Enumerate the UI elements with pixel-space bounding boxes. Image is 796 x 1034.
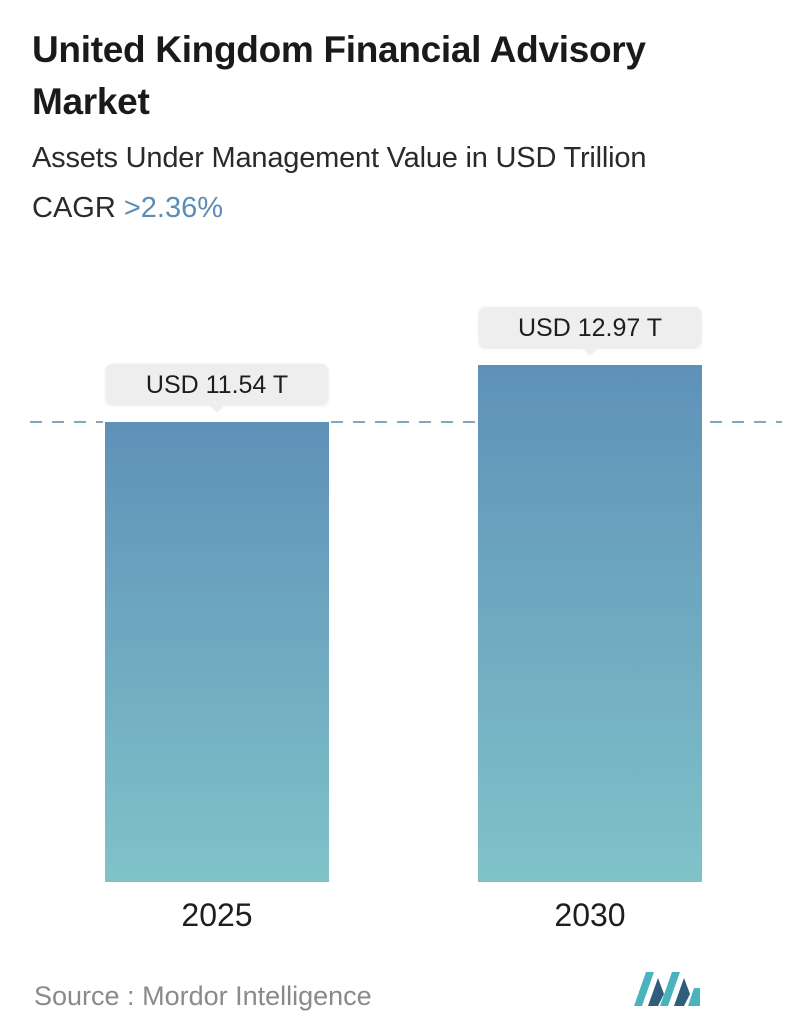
data-label-2030: USD 12.97 T xyxy=(479,306,701,356)
chart-title: United Kingdom Financial Advisory Market xyxy=(32,29,646,122)
chart-subtitle: Assets Under Management Value in USD Tri… xyxy=(32,142,647,174)
cagr-label: CAGR xyxy=(32,192,116,224)
source-name: Mordor Intelligence xyxy=(142,981,372,1011)
cagr-line: CAGR >2.36% xyxy=(32,188,223,228)
category-label-2025: 2025 xyxy=(181,897,252,933)
bar-2025 xyxy=(105,422,329,882)
cagr-value: >2.36% xyxy=(123,192,224,224)
mordor-intelligence-logo-icon xyxy=(634,972,700,1006)
source-label: Source : xyxy=(34,981,135,1011)
bar-chart: USD 11.54 T 2025 USD 12.97 T 2030 xyxy=(30,306,782,933)
svg-text:USD 12.97 T: USD 12.97 T xyxy=(518,314,662,342)
category-label-2030: 2030 xyxy=(554,897,625,933)
svg-text:USD 11.54 T: USD 11.54 T xyxy=(146,371,288,399)
source-line: Source : Mordor Intelligence xyxy=(34,976,372,1016)
data-label-2025: USD 11.54 T xyxy=(106,364,328,413)
bar-2030 xyxy=(478,364,702,882)
